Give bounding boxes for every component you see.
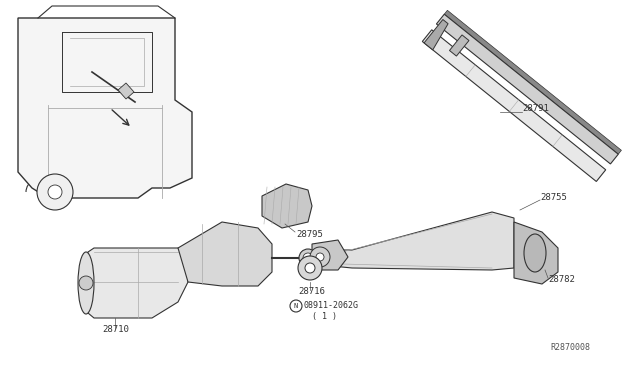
Text: N: N: [294, 303, 298, 309]
Circle shape: [37, 174, 73, 210]
Text: 28782: 28782: [548, 276, 575, 285]
Text: 28795: 28795: [296, 230, 323, 238]
Polygon shape: [449, 35, 469, 56]
Polygon shape: [424, 19, 448, 50]
Text: 28791: 28791: [522, 103, 549, 112]
Text: 28755: 28755: [540, 192, 567, 202]
Text: 28710: 28710: [102, 326, 129, 334]
Polygon shape: [118, 83, 134, 99]
Polygon shape: [178, 222, 272, 286]
Circle shape: [290, 300, 302, 312]
Ellipse shape: [78, 252, 94, 314]
Polygon shape: [82, 248, 188, 318]
Circle shape: [316, 253, 324, 261]
Text: R2870008: R2870008: [550, 343, 590, 353]
Polygon shape: [436, 14, 618, 164]
Polygon shape: [444, 10, 621, 154]
Circle shape: [310, 247, 330, 267]
Polygon shape: [18, 18, 192, 198]
Circle shape: [48, 185, 62, 199]
Polygon shape: [312, 212, 514, 270]
Polygon shape: [312, 240, 348, 270]
Ellipse shape: [524, 234, 546, 272]
Text: 08911-2062G: 08911-2062G: [304, 301, 359, 311]
Circle shape: [79, 276, 93, 290]
Polygon shape: [262, 184, 312, 228]
Polygon shape: [422, 30, 605, 182]
Text: 28716: 28716: [298, 288, 325, 296]
Ellipse shape: [299, 249, 317, 267]
Polygon shape: [514, 222, 558, 284]
Circle shape: [305, 263, 315, 273]
Text: ( 1 ): ( 1 ): [312, 311, 337, 321]
Circle shape: [303, 253, 313, 263]
Circle shape: [298, 256, 322, 280]
